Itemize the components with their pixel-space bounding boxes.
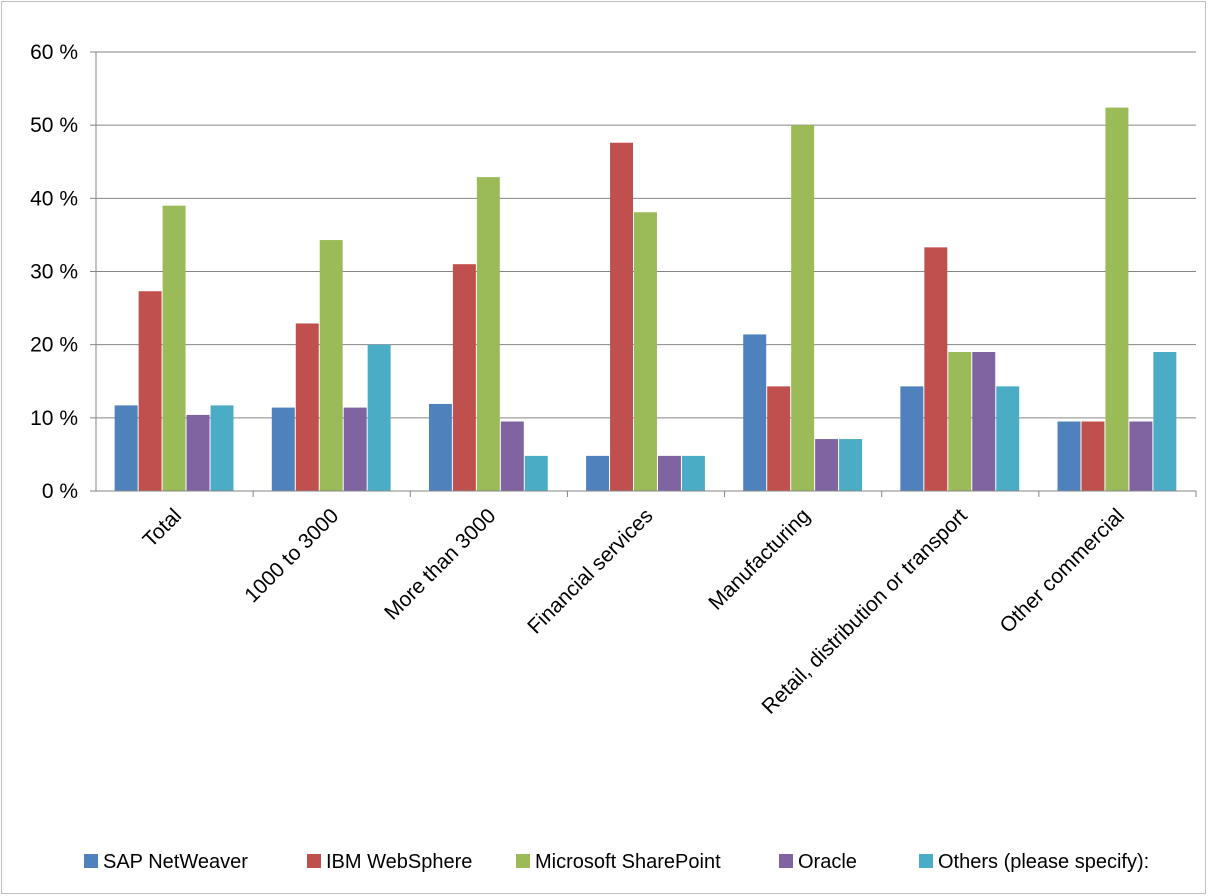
y-tick-label: 20 % [30, 334, 78, 357]
bar [1129, 421, 1153, 491]
legend-item: SAP NetWeaver [84, 851, 248, 873]
bar [428, 403, 452, 491]
legend-swatch [919, 854, 933, 868]
category-label: Financial services [523, 504, 657, 638]
bar [743, 334, 767, 491]
bars [114, 107, 1177, 492]
bar [295, 323, 319, 491]
legend-swatch [516, 854, 530, 868]
legend-label: Oracle [798, 851, 857, 873]
category-label: Total [138, 504, 186, 552]
bar [996, 386, 1020, 491]
bar [1057, 421, 1081, 491]
category-label: Manufacturing [704, 504, 814, 614]
bar [924, 247, 948, 491]
bar [1105, 107, 1129, 492]
bar [500, 421, 524, 491]
bar [367, 344, 391, 491]
bar [343, 407, 367, 491]
bar [319, 240, 343, 491]
bar [162, 205, 186, 491]
axes [90, 51, 1197, 497]
y-tick-label: 40 % [30, 187, 78, 210]
bar [452, 264, 476, 491]
bar [972, 351, 996, 491]
bar [524, 455, 548, 491]
category-labels: Total 1000 to 3000 More than 3000 Financial… [138, 504, 1128, 718]
legend: SAP NetWeaver IBM WebSphere Microsoft Shar… [84, 851, 1149, 873]
legend-label: Microsoft SharePoint [535, 851, 721, 873]
category-label: More than 3000 [380, 504, 500, 624]
legend-label: SAP NetWeaver [103, 851, 248, 873]
legend-item: Others (please specify): [919, 851, 1149, 873]
bar [815, 439, 839, 491]
legend-swatch [307, 854, 321, 868]
category-label: 1000 to 3000 [240, 504, 343, 607]
bar [586, 455, 610, 491]
legend-item: Microsoft SharePoint [516, 851, 721, 873]
legend-item: IBM WebSphere [307, 851, 472, 873]
y-tick-label: 0 % [42, 480, 78, 503]
bar [657, 455, 681, 491]
bar [210, 405, 234, 491]
y-tick-labels: 0 % 10 % 20 % 30 % 40 % 50 % 60 % [30, 41, 78, 503]
legend-swatch [779, 854, 793, 868]
bar [767, 386, 791, 491]
bar [1153, 351, 1177, 491]
y-tick-label: 50 % [30, 114, 78, 137]
bar [839, 439, 863, 491]
y-tick-label: 60 % [30, 41, 78, 64]
bar [900, 386, 924, 491]
bar [186, 414, 210, 491]
category-label: Other commercial [996, 504, 1129, 637]
bar [1081, 421, 1105, 491]
y-tick-label: 10 % [30, 407, 78, 430]
legend-label: Others (please specify): [938, 851, 1149, 873]
y-tick-label: 30 % [30, 261, 78, 284]
bar [138, 291, 162, 491]
bar [681, 455, 705, 491]
bar [791, 125, 815, 492]
bar [476, 177, 500, 492]
legend-item: Oracle [779, 851, 857, 873]
bar [610, 142, 634, 491]
bar [634, 212, 657, 492]
bar [114, 405, 138, 491]
legend-label: IBM WebSphere [326, 851, 472, 873]
bar [948, 351, 972, 491]
bar [271, 407, 295, 491]
legend-swatch [84, 854, 98, 868]
